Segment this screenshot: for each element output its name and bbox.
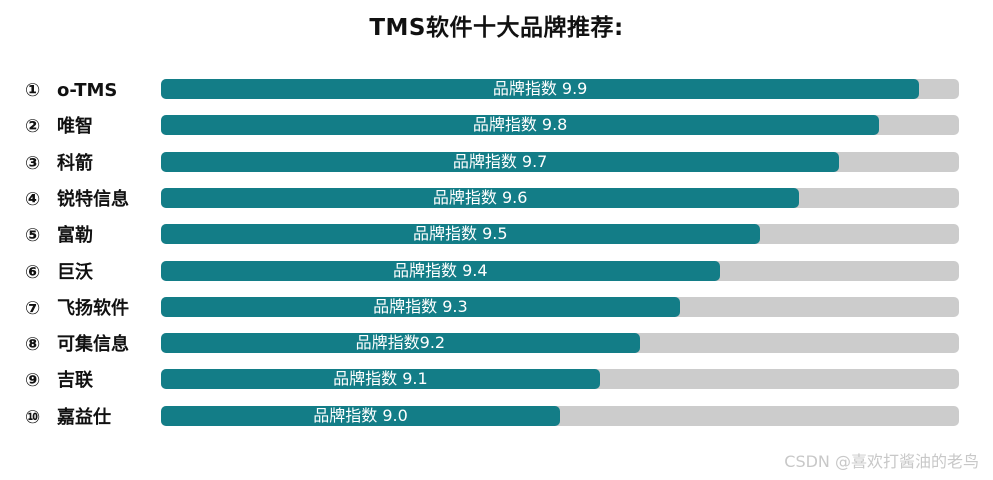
data-label: 品牌指数 9.8	[472, 115, 568, 134]
bar	[161, 369, 600, 389]
data-label: 品牌指数9.2	[355, 333, 446, 352]
bar-track: 品牌指数 9.0	[161, 406, 959, 426]
data-label: 品牌指数 9.0	[313, 406, 408, 425]
data-label: 品牌指数 9.7	[452, 152, 548, 171]
bar	[161, 297, 680, 317]
category-label: o-TMS	[57, 80, 118, 101]
rank-label: ①	[25, 80, 41, 101]
rank-label: ⑥	[25, 262, 41, 283]
rank-label: ⑧	[25, 334, 41, 355]
bar-track: 品牌指数 9.8	[161, 115, 959, 135]
category-label: 可集信息	[57, 334, 129, 355]
data-label: 品牌指数 9.5	[413, 224, 508, 243]
bar-track: 品牌指数 9.1	[161, 369, 959, 389]
data-label: 品牌指数 9.3	[373, 297, 468, 316]
category-label: 嘉益仕	[57, 407, 111, 428]
bar-track: 品牌指数 9.4	[161, 261, 959, 281]
category-label: 吉联	[57, 370, 93, 391]
bar-track: 品牌指数 9.6	[161, 188, 959, 208]
chart-title: TMS软件十大品牌推荐:	[369, 15, 624, 41]
bar-track: 品牌指数9.2	[161, 333, 959, 353]
bar-track: 品牌指数 9.3	[161, 297, 959, 317]
category-label: 富勒	[57, 225, 93, 246]
bar	[161, 406, 560, 426]
category-label: 科箭	[57, 153, 93, 174]
bar	[161, 261, 720, 281]
rank-label: ⑦	[25, 298, 41, 319]
bar-row: ⑦ 飞扬软件 品牌指数 9.3	[0, 297, 993, 319]
bar-row: ⑤ 富勒 品牌指数 9.5	[0, 224, 993, 246]
rank-label: ⑤	[25, 225, 41, 246]
bar	[161, 333, 640, 353]
bar-row: ⑨ 吉联 品牌指数 9.1	[0, 369, 993, 391]
bar-track: 品牌指数 9.7	[161, 152, 959, 172]
category-label: 锐特信息	[57, 189, 129, 210]
data-label: 品牌指数 9.4	[393, 261, 488, 280]
bar-row: ① o-TMS 品牌指数 9.9	[0, 79, 993, 101]
bar-row: ② 唯智 品牌指数 9.8	[0, 115, 993, 137]
rank-label: ⑩	[25, 407, 41, 428]
bar-row: ⑥ 巨沃 品牌指数 9.4	[0, 261, 993, 283]
data-label: 品牌指数 9.1	[333, 369, 428, 388]
bar	[161, 115, 880, 135]
bar	[161, 79, 920, 99]
bar-row: ④ 锐特信息 品牌指数 9.6	[0, 188, 993, 210]
category-label: 巨沃	[57, 262, 93, 283]
rank-label: ②	[25, 116, 41, 137]
data-label: 品牌指数 9.6	[432, 188, 528, 207]
bar-track: 品牌指数 9.5	[161, 224, 959, 244]
category-label: 唯智	[57, 116, 93, 137]
bar-row: ③ 科箭 品牌指数 9.7	[0, 152, 993, 174]
bar-row: ⑩ 嘉益仕 品牌指数 9.0	[0, 406, 993, 428]
category-label: 飞扬软件	[57, 298, 129, 319]
watermark: CSDN @喜欢打酱油的老鸟	[784, 452, 979, 471]
rank-label: ③	[25, 153, 41, 174]
data-label: 品牌指数 9.9	[492, 79, 588, 98]
bar-row: ⑧ 可集信息 品牌指数9.2	[0, 333, 993, 355]
bar	[161, 188, 800, 208]
rank-label: ⑨	[25, 370, 41, 391]
bar	[161, 224, 760, 244]
bar-track: 品牌指数 9.9	[161, 79, 959, 99]
rank-label: ④	[25, 189, 41, 210]
bar	[161, 152, 840, 172]
